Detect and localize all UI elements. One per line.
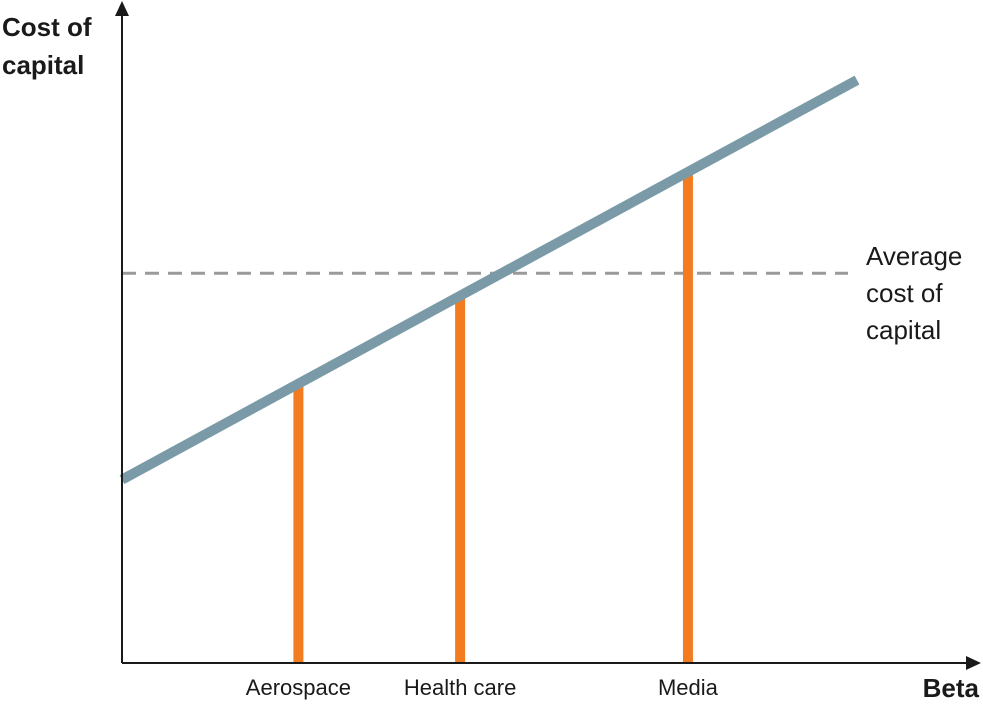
- x-axis-arrow-icon: [966, 656, 981, 670]
- y-axis-label: Cost of capital: [2, 12, 92, 80]
- category-label-media: Media: [657, 675, 718, 700]
- category-label-health-care: Health care: [403, 675, 517, 700]
- average-cost-label: Average cost of capital: [866, 241, 963, 345]
- category-label-aerospace: Aerospace: [245, 675, 351, 700]
- y-axis-arrow-icon: [115, 1, 129, 16]
- cost-of-capital-line: [119, 75, 860, 484]
- x-axis-label: Beta: [922, 673, 979, 703]
